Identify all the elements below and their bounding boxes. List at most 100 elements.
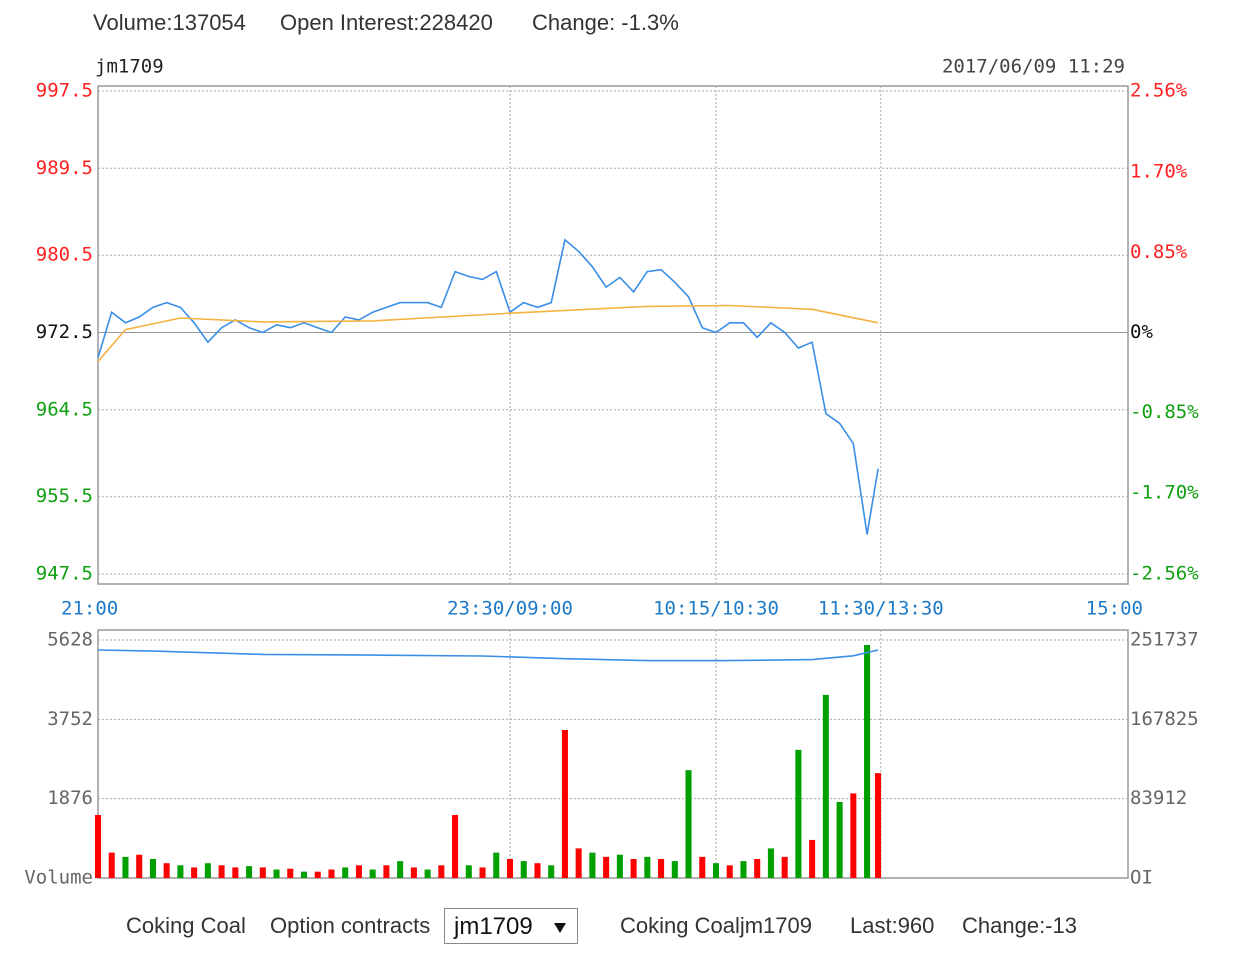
change-text: Change: -1.3% [532, 10, 679, 35]
volume-bar [809, 839, 816, 878]
y2-tick-label: 0% [1130, 321, 1153, 343]
volume-bar [726, 865, 733, 878]
series-line [97, 304, 879, 363]
volume-bar [575, 848, 582, 878]
y2-tick-label: 83912 [1130, 787, 1187, 809]
volume-bar [383, 865, 390, 878]
volume-bar [314, 871, 321, 878]
y2-tick-label: 1.70% [1130, 161, 1188, 183]
volume-bar [781, 856, 788, 878]
volume-bar [658, 858, 665, 878]
volume-bar [465, 865, 472, 878]
y-tick-label: 5628 [47, 629, 93, 651]
volume-bar [232, 867, 239, 878]
volume-bar [136, 854, 143, 878]
volume-text: Volume:137054 [93, 10, 246, 35]
volume-bar [864, 644, 871, 878]
volume-bar [740, 861, 747, 878]
volume-bar [273, 869, 280, 878]
volume-bar [671, 861, 678, 878]
volume-bar [397, 861, 404, 878]
volume-bar [410, 867, 417, 878]
x-tick-label: 23:30/09:00 [447, 598, 573, 620]
volume-bar [94, 814, 102, 878]
volume-bar [493, 852, 500, 878]
volume-plot-frame [97, 629, 1129, 879]
product-label: Coking Coal [126, 913, 246, 938]
y-tick-label: 972.5 [36, 321, 93, 343]
volume-bar [191, 867, 198, 878]
y2-tick-label: OI [1130, 867, 1153, 889]
volume-bar [561, 729, 568, 878]
open-interest-text: Open Interest:228420 [280, 10, 493, 35]
volume-bar [685, 770, 692, 878]
y2-tick-label: 167825 [1130, 708, 1199, 730]
volume-bar [534, 863, 541, 878]
volume-bar [520, 861, 527, 878]
volume-bar [342, 867, 349, 878]
volume-bar [122, 856, 129, 878]
y2-tick-label: -1.70% [1130, 481, 1199, 503]
volume-bar [108, 852, 115, 878]
volume-bar [836, 801, 843, 878]
y2-tick-label: 0.85% [1130, 241, 1188, 263]
volume-bar [795, 749, 802, 878]
y2-tick-label: -2.56% [1130, 563, 1199, 585]
y-tick-label: 964.5 [36, 398, 93, 420]
y2-tick-label: 251737 [1130, 629, 1199, 651]
y-tick-label: 3752 [47, 708, 93, 730]
volume-bar [438, 865, 445, 878]
volume-bar [822, 694, 829, 878]
volume-bar [506, 858, 514, 878]
dropdown-arrow [554, 923, 566, 933]
chart-title: jm1709 [95, 56, 164, 78]
volume-bar [452, 814, 459, 878]
series-line [97, 238, 879, 535]
volume-bar [300, 871, 308, 878]
y-tick-label: 997.5 [36, 80, 93, 102]
volume-bar [699, 856, 706, 878]
volume-bar [603, 856, 610, 878]
y-tick-label: Volume [24, 867, 93, 889]
volume-bar [644, 856, 651, 878]
volume-bar [712, 863, 720, 878]
volume-bar [630, 858, 637, 878]
timestamp: 2017/06/09 11:29 [942, 56, 1125, 78]
volume-bar [767, 848, 774, 878]
volume-bar [548, 865, 555, 878]
x-tick-label: 21:00 [61, 598, 118, 620]
change-value: Change:-13 [962, 913, 1077, 938]
selected-contract[interactable]: jm1709 [454, 913, 533, 940]
quote-name: Coking Coaljm1709 [620, 913, 812, 938]
volume-bar [163, 863, 170, 878]
contract-select[interactable]: jm1709 [444, 908, 578, 944]
y2-tick-label: 2.56% [1130, 80, 1188, 102]
series-line [97, 649, 879, 662]
y2-tick-label: -0.85% [1130, 401, 1199, 423]
volume-bar [875, 773, 882, 878]
y-tick-label: 980.5 [36, 244, 93, 266]
x-tick-label: 10:15/10:30 [653, 598, 779, 620]
y-tick-label: 947.5 [36, 563, 93, 585]
volume-bar [355, 865, 362, 878]
volume-bar [218, 865, 225, 878]
option-label: Option contracts [270, 913, 431, 938]
volume-bar [589, 852, 596, 878]
chart: jm1709 2017/06/09 11:29 947.5 955.5 964.5 9… [24, 56, 1199, 889]
volume-bar [246, 866, 253, 878]
volume-bar [369, 869, 376, 878]
volume-bar [149, 858, 156, 878]
price-plot-frame [97, 85, 1129, 585]
volume-bar [204, 863, 211, 878]
volume-bar [287, 868, 294, 878]
x-tick-label: 11:30/13:30 [818, 598, 944, 620]
volume-bar [328, 869, 335, 878]
volume-bar [177, 865, 184, 878]
volume-bar [424, 869, 431, 878]
y-tick-label: 1876 [47, 787, 93, 809]
y-tick-label: 955.5 [36, 485, 93, 507]
x-tick-label: 15:00 [1086, 598, 1143, 620]
volume-bar [616, 854, 623, 878]
volume-bar [259, 867, 266, 878]
